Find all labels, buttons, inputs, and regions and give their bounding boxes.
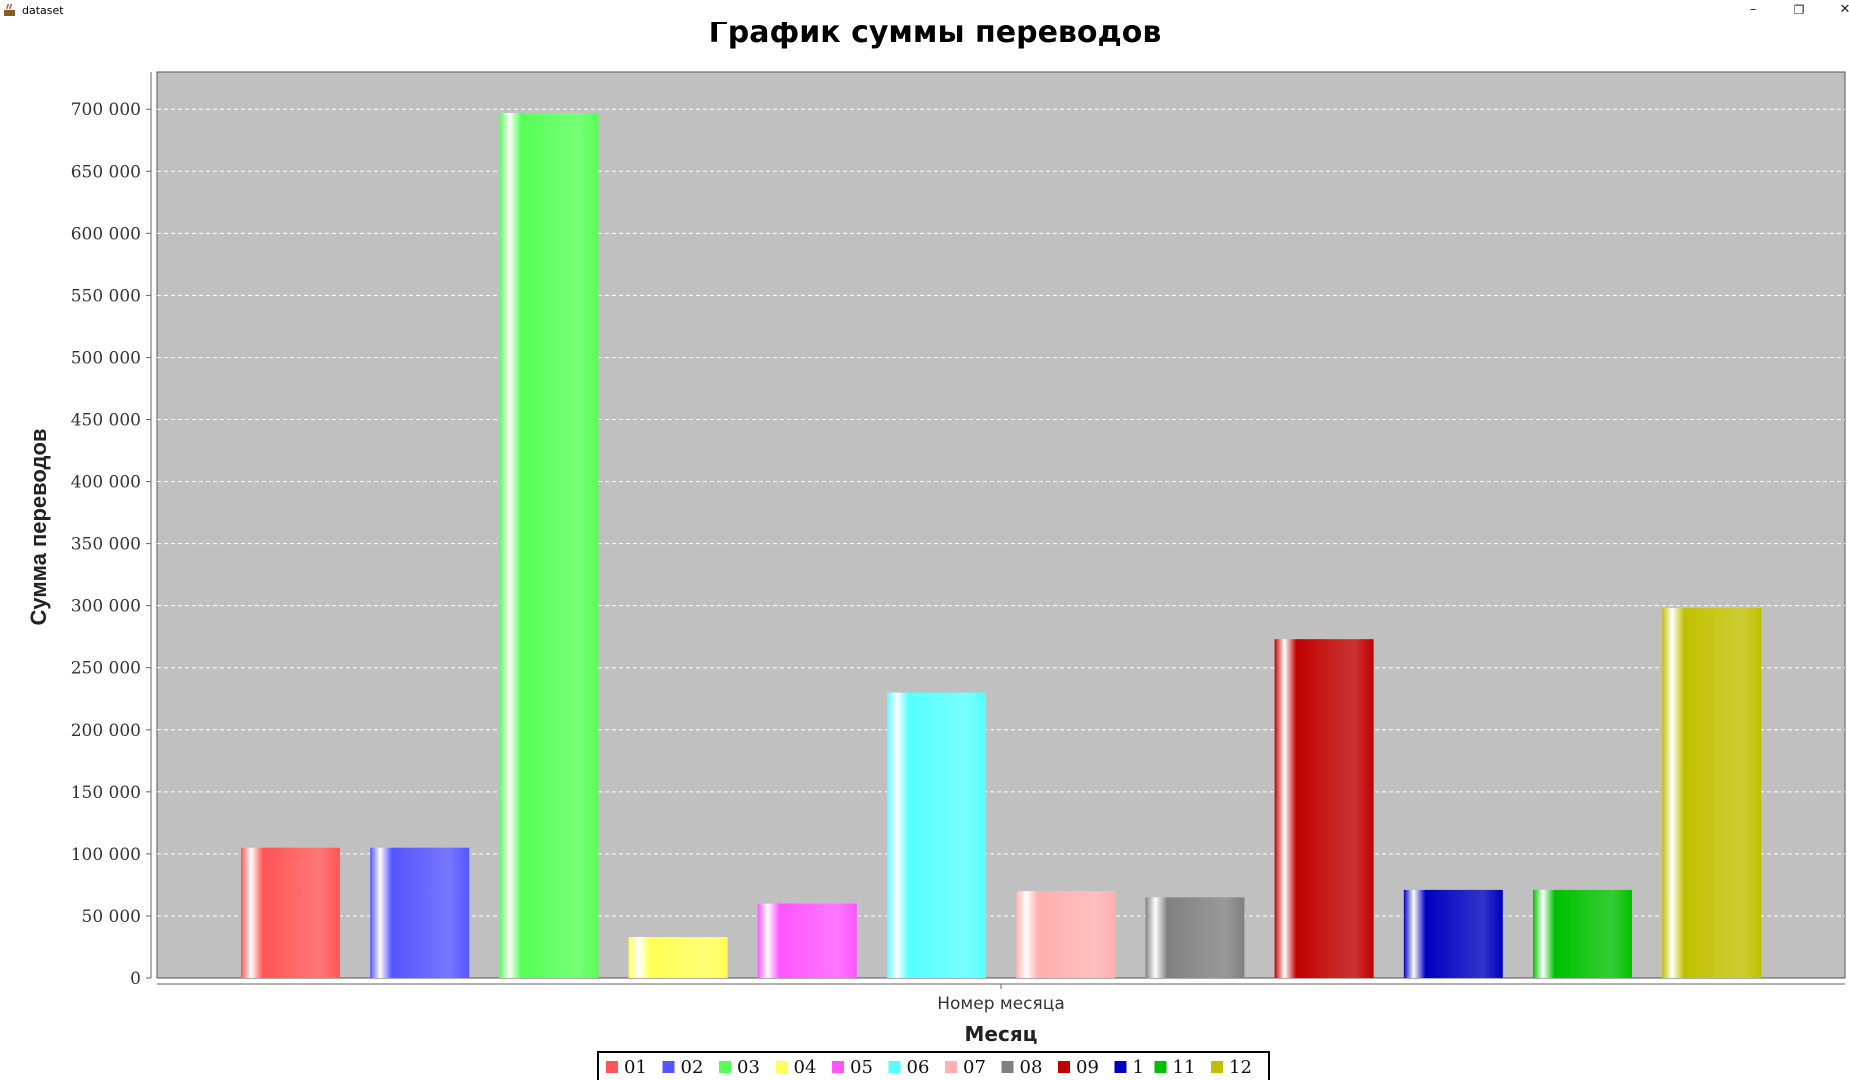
window-titlebar: dataset – ❐ ✕ bbox=[0, 0, 1849, 22]
y-tick-label: 550 000 bbox=[71, 286, 141, 306]
y-tick-label: 500 000 bbox=[71, 348, 141, 368]
y-tick-label: 400 000 bbox=[71, 473, 141, 493]
bar-1 bbox=[1403, 889, 1503, 978]
legend-swatch bbox=[1154, 1061, 1167, 1073]
y-tick-label: 200 000 bbox=[71, 721, 141, 741]
legend-item-02: 02 bbox=[662, 1057, 704, 1078]
chart-title: График суммы переводов bbox=[709, 22, 1162, 50]
legend-swatch bbox=[832, 1061, 844, 1073]
legend-label: 08 bbox=[1020, 1057, 1043, 1078]
legend-item-04: 04 bbox=[775, 1057, 817, 1078]
legend-item-11: 11 bbox=[1154, 1057, 1196, 1078]
legend-item-12: 12 bbox=[1211, 1057, 1252, 1078]
bars bbox=[241, 112, 1762, 978]
y-axis-label: Сумма переводов bbox=[26, 429, 51, 626]
category-label: Номер месяца bbox=[937, 994, 1065, 1014]
y-axis: 0 50 000 100 000 150 000 200 000 250 000 300 0… bbox=[71, 72, 152, 989]
legend-label: 06 bbox=[907, 1057, 930, 1078]
legend-label: 05 bbox=[850, 1057, 873, 1078]
legend-item-06: 06 bbox=[888, 1057, 930, 1078]
y-tick-label: 650 000 bbox=[71, 162, 141, 182]
legend-item-01: 01 bbox=[606, 1057, 647, 1078]
restore-button[interactable]: ❐ bbox=[1793, 3, 1805, 17]
bar-05 bbox=[757, 903, 857, 978]
legend-label: 02 bbox=[681, 1057, 704, 1078]
window-title: dataset bbox=[22, 4, 64, 17]
bar-06 bbox=[887, 692, 986, 978]
legend-swatch bbox=[1058, 1061, 1070, 1073]
legend-label: 01 bbox=[624, 1057, 647, 1078]
legend-label: 12 bbox=[1229, 1057, 1252, 1078]
legend-swatch bbox=[1114, 1061, 1127, 1073]
bar-02 bbox=[370, 847, 470, 978]
legend-item-05: 05 bbox=[832, 1057, 873, 1078]
legend-swatch bbox=[1001, 1061, 1014, 1073]
legend: 01 02 03 04 05 06 07 08 09 1 11 12 bbox=[597, 1051, 1270, 1080]
close-button[interactable]: ✕ bbox=[1839, 2, 1849, 17]
legend-item-09: 09 bbox=[1058, 1057, 1099, 1078]
legend-swatch bbox=[888, 1061, 901, 1073]
legend-item-08: 08 bbox=[1001, 1057, 1043, 1078]
minimize-button[interactable]: – bbox=[1749, 2, 1757, 17]
java-app-icon bbox=[4, 4, 15, 16]
legend-swatch bbox=[719, 1061, 731, 1073]
y-tick-label: 50 000 bbox=[82, 907, 141, 927]
y-tick-label: 300 000 bbox=[71, 597, 141, 617]
legend-item-03: 03 bbox=[719, 1057, 760, 1078]
y-tick-label: 150 000 bbox=[71, 783, 141, 803]
bar-08 bbox=[1145, 897, 1245, 978]
legend-swatch bbox=[662, 1061, 675, 1073]
bar-01 bbox=[241, 847, 340, 978]
legend-swatch bbox=[606, 1061, 618, 1073]
legend-label: 04 bbox=[794, 1057, 817, 1078]
bar-11 bbox=[1533, 889, 1632, 978]
y-tick-label: 0 bbox=[130, 969, 141, 989]
y-tick-label: 600 000 bbox=[71, 224, 141, 244]
y-tick-label: 450 000 bbox=[71, 411, 141, 431]
y-tick-label: 350 000 bbox=[71, 535, 141, 555]
y-tick-label: 700 000 bbox=[71, 100, 141, 120]
legend-item-07: 07 bbox=[945, 1057, 986, 1078]
legend-label: 03 bbox=[737, 1057, 760, 1078]
bar-04 bbox=[628, 937, 728, 978]
bar-03 bbox=[499, 112, 599, 978]
legend-label: 11 bbox=[1173, 1057, 1196, 1078]
bar-09 bbox=[1274, 639, 1374, 978]
y-tick-label: 100 000 bbox=[71, 845, 141, 865]
x-axis bbox=[157, 983, 1845, 989]
plot-area bbox=[156, 71, 1846, 979]
bar-07 bbox=[1016, 891, 1116, 978]
y-tick-label: 250 000 bbox=[71, 659, 141, 679]
legend-swatch bbox=[1211, 1061, 1223, 1073]
legend-label: 09 bbox=[1076, 1057, 1099, 1078]
legend-label: 07 bbox=[963, 1057, 986, 1078]
bar-12 bbox=[1662, 608, 1762, 978]
x-axis-label: Месяц bbox=[965, 1022, 1038, 1046]
grid-lines bbox=[157, 108, 1845, 917]
legend-item-1: 1 bbox=[1114, 1057, 1144, 1078]
legend-swatch bbox=[945, 1061, 957, 1073]
legend-label: 1 bbox=[1133, 1057, 1144, 1078]
legend-swatch bbox=[775, 1061, 788, 1073]
